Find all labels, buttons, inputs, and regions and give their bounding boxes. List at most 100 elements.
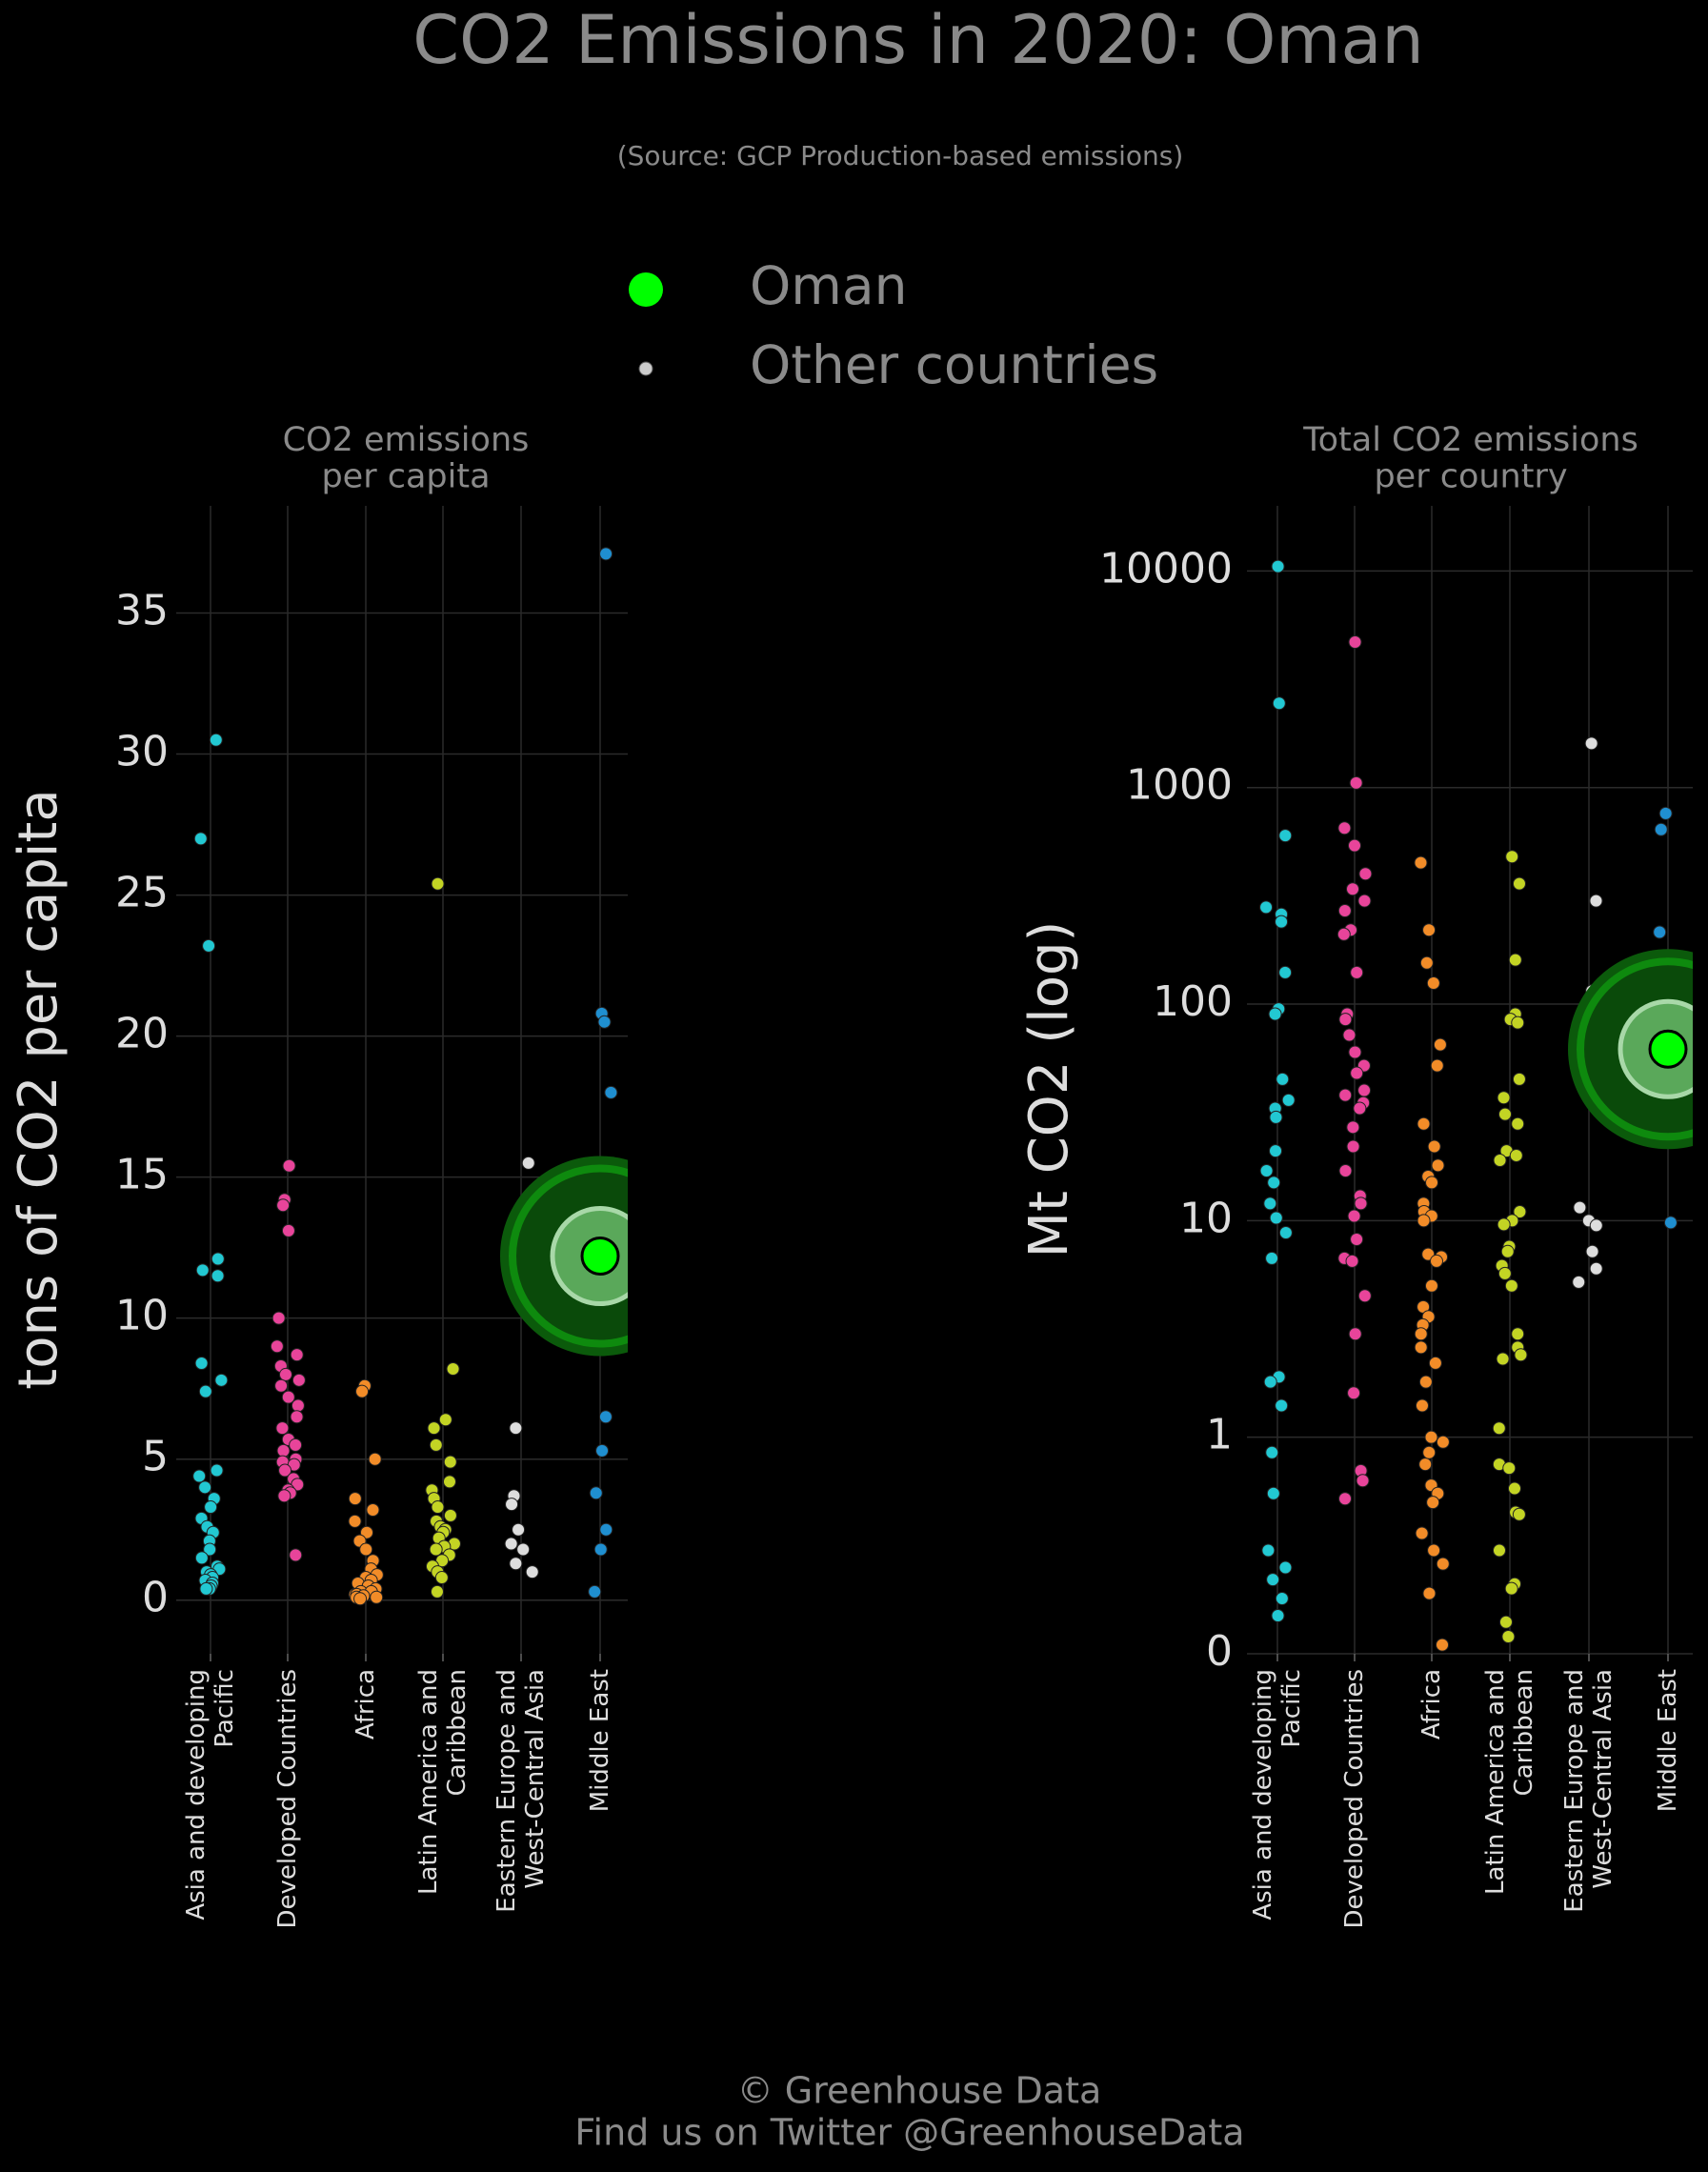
- data-point: [1267, 1176, 1281, 1190]
- data-point: [442, 1475, 456, 1489]
- data-point: [1346, 1139, 1360, 1154]
- data-point: [1415, 1526, 1429, 1540]
- data-point: [595, 1443, 610, 1458]
- y-tick-label: 10000: [1099, 544, 1233, 593]
- data-point: [1511, 1327, 1525, 1341]
- data-point: [516, 1542, 531, 1557]
- data-point: [1414, 1340, 1428, 1355]
- data-point: [289, 1438, 303, 1452]
- y-tick-label: 15: [115, 1151, 169, 1199]
- data-point: [589, 1486, 603, 1500]
- data-point: [1430, 1058, 1444, 1073]
- subtitle: (Source: GCP Production-based emissions): [617, 140, 1184, 171]
- data-point: [1278, 1225, 1293, 1239]
- data-point: [1417, 1214, 1431, 1228]
- data-point: [1268, 1007, 1282, 1021]
- data-point: [1358, 867, 1373, 881]
- y-tick-label: 35: [115, 587, 169, 635]
- y-tick-label: 100: [1153, 977, 1233, 1026]
- data-point: [1436, 1435, 1450, 1449]
- data-point: [1431, 1158, 1445, 1173]
- data-point: [1493, 1154, 1507, 1168]
- data-point: [1278, 1560, 1293, 1575]
- highlight: [500, 1156, 628, 1357]
- data-point: [1266, 1573, 1280, 1587]
- data-point: [521, 1156, 535, 1170]
- data-point: [214, 1373, 229, 1387]
- data-point: [275, 1421, 290, 1436]
- data-point: [278, 1463, 292, 1478]
- data-point: [291, 1373, 306, 1387]
- data-point: [1573, 1200, 1587, 1215]
- legend-marker: [629, 272, 663, 307]
- y-axis-label: Mt CO2 (log): [1018, 921, 1080, 1258]
- data-point: [1663, 1216, 1678, 1230]
- data-point: [1418, 1458, 1433, 1472]
- data-point: [1259, 1163, 1274, 1177]
- data-point: [204, 1500, 218, 1515]
- data-point: [505, 1498, 519, 1512]
- data-point: [1429, 1254, 1443, 1268]
- data-point: [348, 1492, 362, 1506]
- data-point: [1345, 1254, 1359, 1268]
- credit: © Greenhouse Data: [737, 2070, 1102, 2112]
- data-point: [1424, 1278, 1438, 1293]
- data-point: [588, 1584, 602, 1599]
- data-point: [1422, 923, 1437, 937]
- legend-label: Oman: [750, 255, 907, 316]
- data-point: [446, 1361, 460, 1376]
- data-point: [427, 1421, 441, 1436]
- data-point: [192, 1469, 207, 1483]
- data-point: [1422, 1445, 1437, 1459]
- data-point: [1658, 806, 1673, 820]
- data-point: [368, 1452, 382, 1466]
- data-point: [1347, 838, 1361, 853]
- data-point: [1271, 559, 1285, 573]
- y-tick-label: 1: [1206, 1411, 1233, 1459]
- data-point: [1497, 1217, 1511, 1232]
- data-point: [1336, 927, 1351, 941]
- data-point: [195, 1263, 210, 1277]
- data-point: [434, 1571, 449, 1585]
- x-tick-label: Eastern Europe andWest-Central Asia: [492, 1669, 550, 1913]
- data-point: [1271, 1608, 1285, 1622]
- y-tick-label: 25: [115, 869, 169, 917]
- data-point: [1265, 1445, 1279, 1459]
- data-point: [1347, 1386, 1361, 1400]
- data-point: [599, 1522, 613, 1537]
- data-point: [431, 876, 445, 891]
- legend-marker: [638, 361, 653, 376]
- data-point: [211, 1252, 225, 1266]
- data-point: [1350, 1066, 1364, 1080]
- data-point: [1337, 821, 1352, 835]
- data-point: [1496, 1352, 1510, 1366]
- data-point: [1428, 1356, 1442, 1370]
- data-point: [203, 1542, 217, 1557]
- data-point: [1278, 829, 1293, 843]
- data-point: [1512, 1072, 1526, 1086]
- data-point: [1353, 1101, 1367, 1116]
- data-point: [359, 1525, 373, 1539]
- data-point: [1417, 1116, 1431, 1131]
- x-tick-label: Latin America andCaribbean: [414, 1669, 472, 1895]
- data-point: [198, 1480, 212, 1495]
- y-tick-label: 20: [115, 1010, 169, 1058]
- data-point: [1350, 1232, 1364, 1246]
- data-point: [1425, 1176, 1439, 1190]
- data-point: [281, 1390, 295, 1404]
- data-point: [1418, 1375, 1433, 1389]
- data-point: [593, 1542, 608, 1557]
- data-point: [193, 832, 208, 846]
- data-point: [1502, 1461, 1517, 1476]
- x-tick-label: Asia and developingPacific: [1249, 1669, 1306, 1921]
- data-point: [429, 1542, 443, 1557]
- data-point: [1422, 1586, 1437, 1600]
- data-point: [1654, 822, 1668, 836]
- data-point: [202, 938, 216, 953]
- data-point: [1426, 976, 1440, 991]
- data-point: [282, 1158, 296, 1173]
- data-point: [1342, 1028, 1356, 1042]
- data-point: [1269, 1211, 1283, 1225]
